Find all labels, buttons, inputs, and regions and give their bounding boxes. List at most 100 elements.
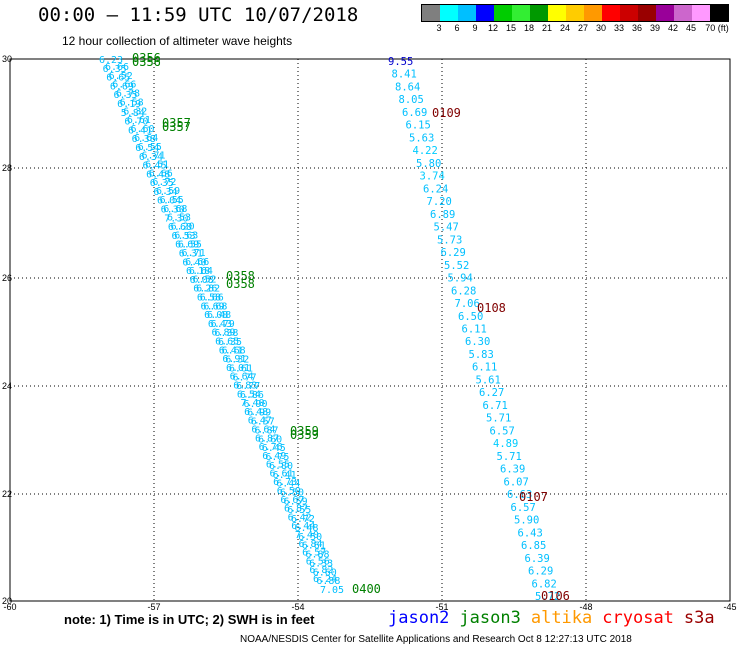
wave-height-value: 6.61 bbox=[302, 541, 326, 552]
wave-height-value: 6.52 bbox=[192, 275, 216, 286]
wave-height-value: 7.30 bbox=[164, 213, 188, 224]
wave-height-value: 6.83 bbox=[233, 380, 257, 391]
wave-height-value: 6.78 bbox=[116, 89, 140, 100]
wave-height-value: 8.41 bbox=[392, 69, 417, 81]
wave-height-value: 6.87 bbox=[284, 504, 308, 515]
wave-height-value: 6.91 bbox=[222, 354, 246, 365]
pass-time-label: 0357 bbox=[162, 120, 191, 134]
wave-height-value: 6.08 bbox=[190, 275, 214, 286]
wave-height-value: 7.40 bbox=[295, 530, 319, 541]
wave-height-value: 6.56 bbox=[306, 556, 330, 567]
wave-height-value: 6.41 bbox=[219, 345, 243, 356]
lat-tick-label: 22 bbox=[2, 489, 12, 499]
wave-height-value: 6.35 bbox=[114, 90, 138, 101]
wave-height-value: 6.49 bbox=[262, 451, 286, 462]
lat-tick-label: 28 bbox=[2, 163, 12, 173]
wave-height-value: 6.45 bbox=[262, 443, 286, 454]
lat-tick-label: 26 bbox=[2, 273, 12, 283]
wave-height-value: 5.72 bbox=[535, 591, 560, 603]
wave-height-value: 6.26 bbox=[193, 284, 217, 295]
wave-height-value: 6.66 bbox=[105, 62, 129, 73]
wave-height-value: 5.47 bbox=[434, 222, 459, 234]
legend-altika: altika bbox=[530, 608, 593, 628]
wave-height-value: 6.71 bbox=[483, 400, 508, 412]
lon-tick-label: -45 bbox=[723, 602, 736, 612]
wave-height-value: 6.64 bbox=[230, 372, 254, 383]
color-scale-cell bbox=[602, 5, 620, 21]
wave-height-value: 5.94 bbox=[448, 273, 473, 285]
pass-time-label: 0358 bbox=[226, 277, 255, 291]
wave-height-value: 6.63 bbox=[174, 230, 198, 241]
wave-height-value: 6.72 bbox=[152, 177, 176, 188]
legend-cryosat: cryosat bbox=[602, 608, 674, 628]
wave-height-value: 6.66 bbox=[112, 80, 136, 91]
wave-height-value: 6.43 bbox=[208, 319, 232, 330]
lat-lon-grid bbox=[9, 58, 731, 602]
color-scale-label: 42 bbox=[667, 23, 678, 33]
wave-height-value: 6.50 bbox=[280, 487, 304, 498]
wave-height-value: 6.73 bbox=[273, 477, 297, 488]
pass-time-label: 0359 bbox=[290, 428, 319, 442]
wave-height-value: 6.28 bbox=[451, 285, 476, 297]
wave-height-value: 6.63 bbox=[507, 489, 532, 501]
wave-height-value: 6.90 bbox=[243, 399, 267, 410]
wave-height-value: 6.43 bbox=[518, 527, 543, 539]
wave-height-value: 6.50 bbox=[277, 486, 301, 497]
wave-height-value: 7.06 bbox=[455, 298, 480, 310]
wave-height-value: 6.41 bbox=[273, 470, 297, 481]
wave-height-value: 6.52 bbox=[109, 71, 133, 82]
color-scale-cell bbox=[674, 5, 692, 21]
wave-height-value: 6.57 bbox=[490, 425, 515, 437]
legend-jason2: jason2 bbox=[388, 608, 450, 628]
wave-height-value: 6.44 bbox=[291, 521, 315, 532]
wave-height-value: 6.39 bbox=[525, 553, 550, 565]
wave-height-value: 6.76 bbox=[259, 442, 283, 453]
wave-height-value: 6.70 bbox=[124, 117, 148, 128]
wave-height-value: 6.69 bbox=[402, 107, 427, 119]
wave-height-value: 6.31 bbox=[179, 249, 203, 260]
wave-height-value: 8.05 bbox=[399, 94, 424, 106]
wave-height-value: 7.20 bbox=[427, 196, 452, 208]
wave-height-value: 6.47 bbox=[248, 416, 272, 427]
wave-height-value: 6.72 bbox=[291, 514, 315, 525]
wave-height-value: 6.66 bbox=[185, 257, 209, 268]
pass-time-label: 0109 bbox=[432, 106, 461, 120]
color-scale-cell bbox=[512, 5, 530, 21]
color-scale-label: 45 bbox=[685, 23, 696, 33]
pass-time-label: 0358 bbox=[226, 269, 255, 283]
wave-height-value: 6.42 bbox=[288, 512, 312, 523]
wave-height-value: 6.88 bbox=[305, 550, 329, 561]
wave-height-value: 7.40 bbox=[240, 398, 264, 409]
wave-height-value: 6.15 bbox=[406, 120, 431, 132]
lon-tick-label: -54 bbox=[291, 602, 304, 612]
wave-height-value: 6.07 bbox=[504, 476, 529, 488]
wave-height-value: 6.69 bbox=[110, 81, 134, 92]
wave-height-value: 6.38 bbox=[132, 134, 156, 145]
satellite-tracks: 9.558.418.648.056.696.155.634.225.803.74… bbox=[99, 55, 560, 603]
wave-height-value: 6.55 bbox=[178, 239, 202, 250]
wave-height-value: 6.57 bbox=[511, 502, 536, 514]
wave-height-value: 6.50 bbox=[458, 311, 483, 323]
wave-height-value: 6.55 bbox=[138, 142, 162, 153]
wave-height-value: 6.64 bbox=[251, 424, 275, 435]
wave-height-value: 4.22 bbox=[413, 145, 438, 157]
wave-height-value: 6.59 bbox=[156, 186, 180, 197]
color-scale-cell bbox=[638, 5, 656, 21]
wave-height-value: 6.55 bbox=[160, 195, 184, 206]
wave-height-value: 5.84 bbox=[121, 108, 145, 119]
wave-height-value: 6.68 bbox=[203, 301, 227, 312]
wave-height-value: 6.86 bbox=[240, 390, 264, 401]
color-scale-label: 39 bbox=[649, 23, 660, 33]
satellite-legend: jason2 jason3 altika cryosat s3a bbox=[388, 608, 725, 628]
wave-height-value: 6.19 bbox=[117, 99, 141, 110]
wave-height-value: 6.68 bbox=[168, 222, 192, 233]
color-scale-cell bbox=[692, 5, 710, 21]
wave-height-value: 6.84 bbox=[298, 539, 322, 550]
wave-height-value: 6.57 bbox=[302, 548, 326, 559]
lat-tick-label: 24 bbox=[2, 381, 12, 391]
wave-height-value: 6.30 bbox=[465, 336, 490, 348]
color-scale-cell bbox=[584, 5, 602, 21]
wave-height-value: 6.38 bbox=[214, 328, 238, 339]
wave-height-value: 6.60 bbox=[131, 124, 155, 135]
